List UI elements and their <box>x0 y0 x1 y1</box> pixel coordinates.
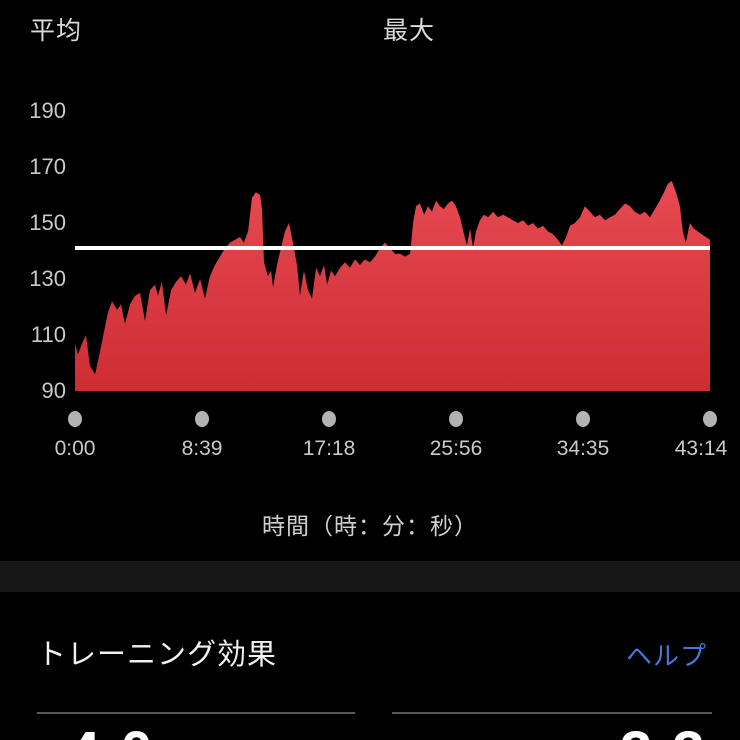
section-divider <box>0 561 740 592</box>
stat-column-left <box>37 712 355 740</box>
axis-dot <box>703 411 717 427</box>
maximum-label: 最大 <box>383 17 436 45</box>
y-tick-label: 170 <box>29 154 66 179</box>
stat-column-right <box>392 712 712 740</box>
y-tick-label: 190 <box>29 98 66 123</box>
average-label: 平均 <box>30 17 83 45</box>
y-tick-label: 110 <box>30 322 66 347</box>
y-tick-label: 150 <box>29 210 66 235</box>
x-tick-label: 17:18 <box>302 437 356 460</box>
x-tick-label: 0:00 <box>54 437 96 460</box>
x-tick-label: 25:56 <box>429 437 483 460</box>
x-axis-title: 時間（時：分：秒） <box>262 513 478 539</box>
y-tick-label: 90 <box>41 378 66 403</box>
axis-dot <box>68 411 82 427</box>
axis-dot <box>195 411 209 427</box>
heart-rate-area <box>75 181 710 391</box>
training-effect-title: トレーニング効果 <box>37 639 278 671</box>
help-link[interactable]: ヘルプ <box>625 641 707 671</box>
axis-dot <box>576 411 590 427</box>
axis-dot <box>449 411 463 427</box>
axis-dot <box>322 411 336 427</box>
average-line <box>75 246 710 250</box>
stat-value-right: 3.3 <box>620 724 707 740</box>
x-axis-dots <box>68 411 717 427</box>
y-tick-label: 130 <box>29 266 66 291</box>
x-tick-label: 43:14 <box>674 437 728 460</box>
stat-value-left: 4.0 <box>68 724 155 740</box>
x-tick-label: 34:35 <box>556 437 610 460</box>
x-tick-label: 8:39 <box>181 437 223 460</box>
